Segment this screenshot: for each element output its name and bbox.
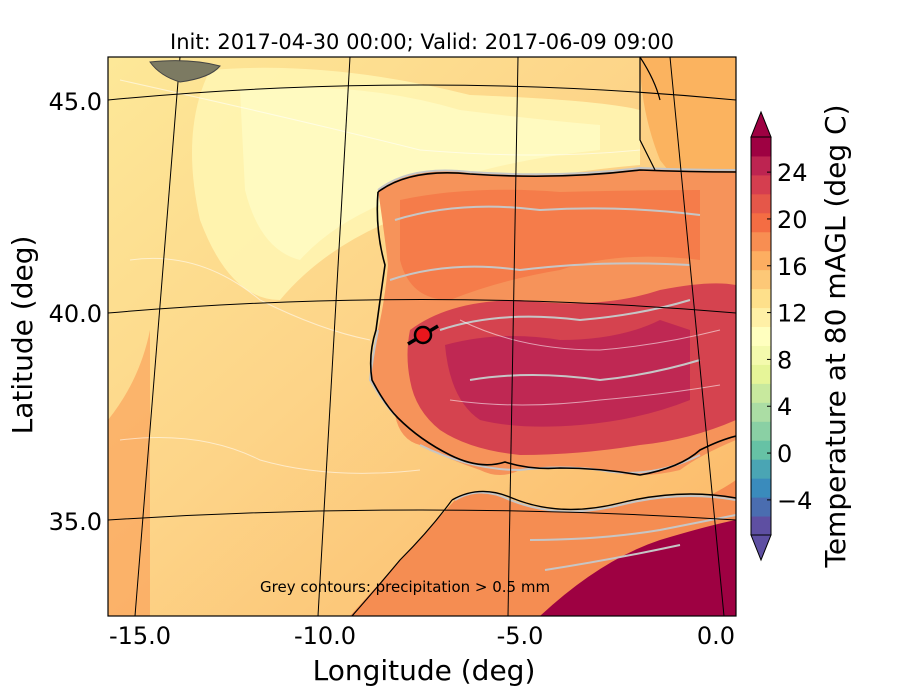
- colorbar-segment: [751, 193, 771, 214]
- coastline-atlantic-africa: [351, 499, 453, 616]
- lon-tick-label: -15.0: [109, 622, 171, 650]
- colorbar-segment: [751, 345, 771, 365]
- colorbar-segment: [751, 212, 771, 233]
- location-marker: [407, 324, 439, 346]
- coastline-africa: [451, 490, 736, 511]
- colorbar-segment: [751, 288, 771, 309]
- colorbar-segment: [751, 402, 771, 422]
- coastline-france: [639, 57, 661, 171]
- lon-tick-label: 0.0: [697, 622, 735, 650]
- graticule: [108, 57, 736, 616]
- y-axis-label: Latitude (deg): [6, 236, 39, 435]
- colorbar-segment: [751, 307, 771, 328]
- colorbar-segment: [751, 269, 771, 290]
- colorbar-segment: [751, 516, 771, 536]
- colorbar-extend-max: [750, 110, 772, 138]
- iberia-north-band: [400, 189, 700, 300]
- colorbar-tick-label: −4: [777, 487, 812, 515]
- coastline-north: [377, 169, 736, 193]
- colorbar-segment: [751, 231, 771, 252]
- terrain-feature: [149, 60, 221, 83]
- colorbar-tick-label: 8: [777, 346, 792, 374]
- colorbar-extend-min: [750, 534, 772, 562]
- colorbar-tick-label: 16: [777, 253, 808, 281]
- warm-band-west: [108, 330, 150, 616]
- colorbar-tick-label: 4: [777, 393, 792, 421]
- lat-tick-label: 45.0: [49, 88, 102, 116]
- colorbar-segment: [751, 383, 771, 403]
- colorbar-tick-label: 24: [777, 159, 808, 187]
- marker-dot: [413, 325, 433, 345]
- colorbar-segment: [751, 459, 771, 479]
- contour-annotation: Grey contours: precipitation > 0.5 mm: [260, 578, 550, 596]
- temperature-contours: [119, 79, 721, 474]
- colorbar-segment: [751, 440, 771, 460]
- lon-ticks: -15.0 -10.0 -5.0 0.0: [109, 622, 735, 650]
- map-panel: Grey contours: precipitation > 0.5 mm: [108, 57, 736, 616]
- colorbar-segment: [751, 421, 771, 441]
- colorbar-segment: [751, 155, 771, 176]
- map-frame: [107, 56, 737, 617]
- colorbar-segment: [751, 137, 771, 157]
- lat-tick-label: 40.0: [49, 300, 102, 328]
- lon-tick-label: -10.0: [294, 622, 356, 650]
- north-africa-hot: [540, 520, 736, 616]
- colorbar-segment: [751, 497, 771, 517]
- colorbar-segment: [751, 478, 771, 498]
- coastline: [369, 191, 736, 476]
- colorbar-segment: [751, 326, 771, 346]
- colorbar-tick-label: 20: [777, 206, 808, 234]
- x-axis-label: Longitude (deg): [313, 654, 536, 687]
- colorbar-segment: [751, 250, 771, 271]
- colorbar-tick-label: 0: [777, 440, 792, 468]
- colorbar-segment: [751, 174, 771, 195]
- colorbar-frame: [750, 136, 772, 536]
- lat-tick-label: 35.0: [49, 508, 102, 536]
- colorbar-segment: [751, 364, 771, 384]
- lon-tick-label: -5.0: [497, 622, 544, 650]
- lat-ticks: 45.0 40.0 35.0: [49, 88, 102, 536]
- colorbar-tick-label: 12: [777, 300, 808, 328]
- colorbar: −4 0 4 8 12 16 20 24: [750, 110, 812, 562]
- plot-title: Init: 2017-04-30 00:00; Valid: 2017-06-0…: [170, 30, 674, 54]
- colorbar-label: Temperature at 80 mAGL (deg C): [819, 104, 852, 568]
